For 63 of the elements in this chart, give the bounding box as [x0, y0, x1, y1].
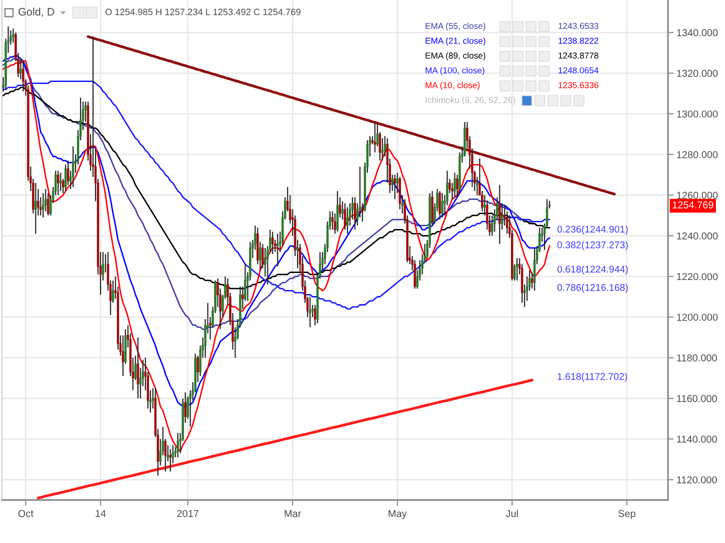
y-tick-label: 1160.000 [677, 395, 717, 402]
y-tick-label: 1180.000 [677, 354, 717, 362]
candlestick [533, 247, 536, 292]
text: MA (10, close) [426, 82, 480, 90]
text: EMA (55, close) [426, 22, 486, 31]
annotation: 0.618(1224.944) [557, 265, 628, 275]
x-tick-label: Mar [284, 510, 302, 518]
annotation: 1235.6336 [558, 82, 598, 88]
x-tick-label: Jul [506, 510, 518, 518]
x-tick-label: 14 [96, 510, 106, 517]
annotation: 0.382(1237.273) [557, 241, 628, 250]
text: MA (100, close) [426, 67, 484, 76]
y-tick-label: 1140.000 [677, 436, 717, 443]
candlestick [354, 196, 356, 230]
x-tick-label: May [388, 510, 407, 520]
candlestick [454, 172, 456, 198]
y-tick-label: 1220.000 [677, 273, 718, 280]
candlestick [276, 233, 279, 267]
candlestick [47, 192, 50, 216]
candlestick [414, 260, 416, 290]
candlestick [136, 336, 140, 399]
text: O 1254.985 H 1257.234 L 1253.492 C 1254.769 [105, 8, 300, 16]
candlestick [498, 184, 501, 244]
y-tick-label: 1320.000 [677, 70, 718, 77]
annotation: 1248.0654 [558, 67, 598, 74]
candlestick [394, 174, 396, 200]
candlestick [272, 231, 274, 255]
annotation: 0.236(1244.901) [557, 225, 628, 235]
candlestick [346, 206, 349, 234]
candlestick [57, 170, 60, 196]
x-tick-label: Sep [618, 510, 636, 520]
candlestick [64, 164, 67, 192]
x-tick-label: 2017 [177, 510, 198, 518]
y-tick-label: 1340.000 [677, 29, 718, 36]
y-tick-label: 1200.000 [677, 314, 718, 321]
y-tick-label: 1240.000 [677, 232, 718, 240]
annotation: 1238.8222 [558, 38, 598, 44]
line-series [86, 35, 616, 196]
y-tick-label: 1120.000 [677, 476, 717, 484]
y-tick-label: 1260.000 [677, 192, 718, 199]
candlestick [176, 432, 179, 458]
candlestick [438, 190, 441, 220]
text: Gold, D [18, 8, 54, 17]
candlestick [344, 202, 346, 230]
text: EMA (21, close) [426, 37, 486, 46]
text: 1254.769 [672, 201, 714, 208]
candlestick [34, 182, 37, 234]
annotation: 1243.6533 [558, 22, 598, 30]
y-tick-label: 1300.000 [677, 110, 718, 118]
annotation: 0.786(1216.168) [557, 284, 628, 293]
y-tick-label: 1280.000 [677, 151, 718, 158]
annotation: Ichimoku (9, 26, 52, 26) [426, 96, 515, 105]
line-series [36, 378, 534, 500]
candlestick [331, 210, 334, 230]
annotation: 1243.8778 [558, 52, 598, 59]
x-tick-label: Oct [18, 510, 34, 518]
annotation: 1.618(1172.702) [558, 372, 628, 382]
candlestick [441, 192, 444, 218]
candlestick [42, 192, 44, 218]
candlestick [59, 172, 62, 192]
candlestick [308, 296, 312, 328]
candlestick [22, 60, 24, 92]
text: EMA (89, close) [426, 52, 486, 60]
